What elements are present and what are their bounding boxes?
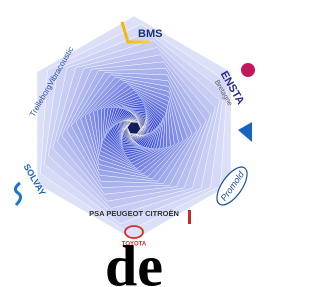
psa-mark [188, 210, 191, 224]
right-logo [238, 122, 252, 142]
solvay-mark [15, 183, 20, 205]
caption: de [105, 233, 163, 287]
page: BMS ENSTA Bretagne Promold PSA PEUGEOT C… [0, 0, 268, 287]
psa-logo: PSA PEUGEOT CITROËN [89, 209, 179, 218]
bms-logo: BMS [138, 28, 162, 40]
artwork: BMS ENSTA Bretagne Promold PSA PEUGEOT C… [0, 0, 268, 287]
ensta-dot [241, 63, 255, 77]
